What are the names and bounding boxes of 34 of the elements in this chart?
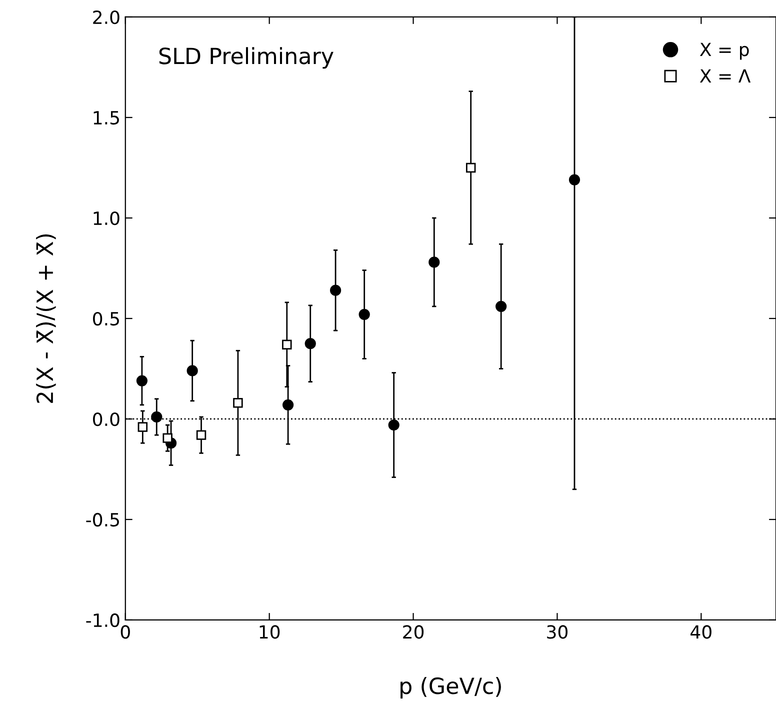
point (304, 338, 316, 350)
point (388, 419, 400, 431)
point (138, 422, 148, 432)
point (466, 162, 476, 173)
x-tick-label: 20 (403, 625, 424, 639)
point (196, 430, 206, 440)
point (358, 308, 370, 320)
x-tick-label: 40 (690, 625, 712, 639)
y-tick-label: -1.0 (86, 613, 120, 628)
y-tick-label: -0.5 (86, 512, 119, 527)
y-tick-label: 1.0 (94, 211, 120, 226)
annotation: SLD Preliminary (159, 47, 334, 69)
point (568, 174, 580, 186)
point (151, 411, 162, 423)
point (186, 365, 198, 376)
point (282, 340, 292, 350)
y-tick-label: 0.0 (93, 412, 120, 426)
legend-label: X = Λ (700, 69, 751, 82)
point (162, 433, 172, 443)
point (330, 284, 342, 296)
point (282, 399, 294, 410)
point (428, 256, 440, 268)
y-axis-title: 2(X - X̄)/(X + X̄) (36, 234, 56, 403)
y-tick-label: 0.5 (93, 312, 119, 326)
point (496, 300, 507, 312)
x-tick-label: 10 (260, 625, 280, 639)
point (136, 375, 148, 386)
y-tick-label: 2.0 (93, 10, 120, 24)
x-tick-label: 30 (547, 625, 568, 639)
legend-label: X = p (700, 42, 749, 60)
point (233, 398, 243, 408)
x-tick-label: 0 (120, 625, 130, 639)
y-tick-label: 1.5 (94, 111, 119, 125)
x-axis-title: p (GeV/c) (400, 677, 501, 699)
